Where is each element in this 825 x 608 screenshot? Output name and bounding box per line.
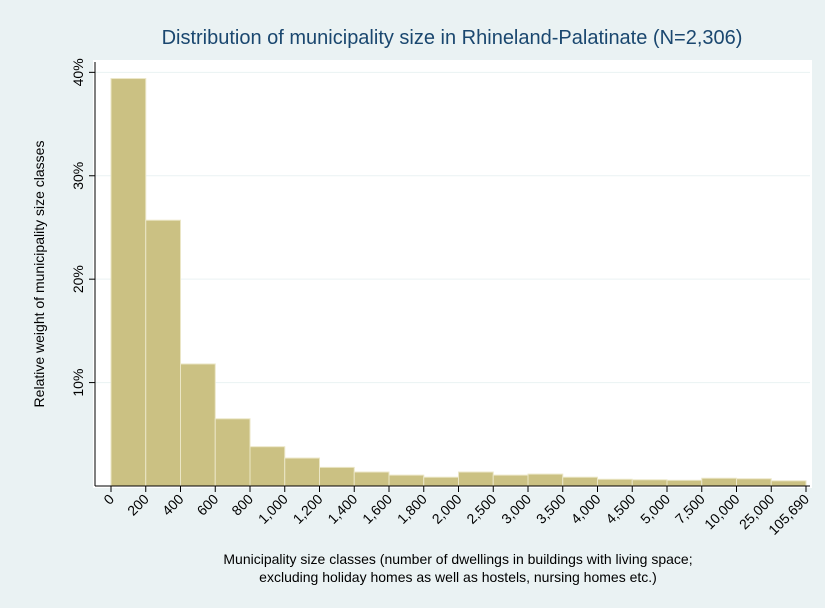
- bar: [180, 363, 216, 487]
- y-tick-label: 10%: [70, 369, 86, 397]
- bar: [562, 476, 598, 487]
- bar: [353, 471, 390, 487]
- y-tick-label: 40%: [70, 58, 86, 86]
- bar: [666, 479, 703, 487]
- bar: [110, 78, 147, 487]
- bar: [597, 478, 633, 487]
- bar: [145, 219, 181, 487]
- bar: [770, 480, 807, 487]
- x-axis-title: excluding holiday homes as well as hoste…: [259, 569, 657, 585]
- bar: [492, 474, 529, 487]
- chart-title: Distribution of municipality size in Rhi…: [162, 27, 743, 49]
- y-tick-label: 20%: [70, 265, 86, 293]
- bar: [701, 477, 737, 487]
- x-axis-title: Municipality size classes (number of dwe…: [223, 551, 692, 567]
- bar: [736, 478, 772, 487]
- bar: [284, 457, 320, 487]
- bar: [214, 418, 251, 487]
- bar: [249, 446, 286, 487]
- bar: [319, 466, 355, 487]
- bar: [388, 474, 425, 487]
- y-tick-label: 30%: [70, 162, 86, 190]
- y-axis-title: Relative weight of municipality size cla…: [31, 141, 47, 408]
- bar: [631, 479, 668, 487]
- bar: [458, 471, 494, 487]
- bar: [423, 476, 459, 487]
- bar: [527, 473, 564, 487]
